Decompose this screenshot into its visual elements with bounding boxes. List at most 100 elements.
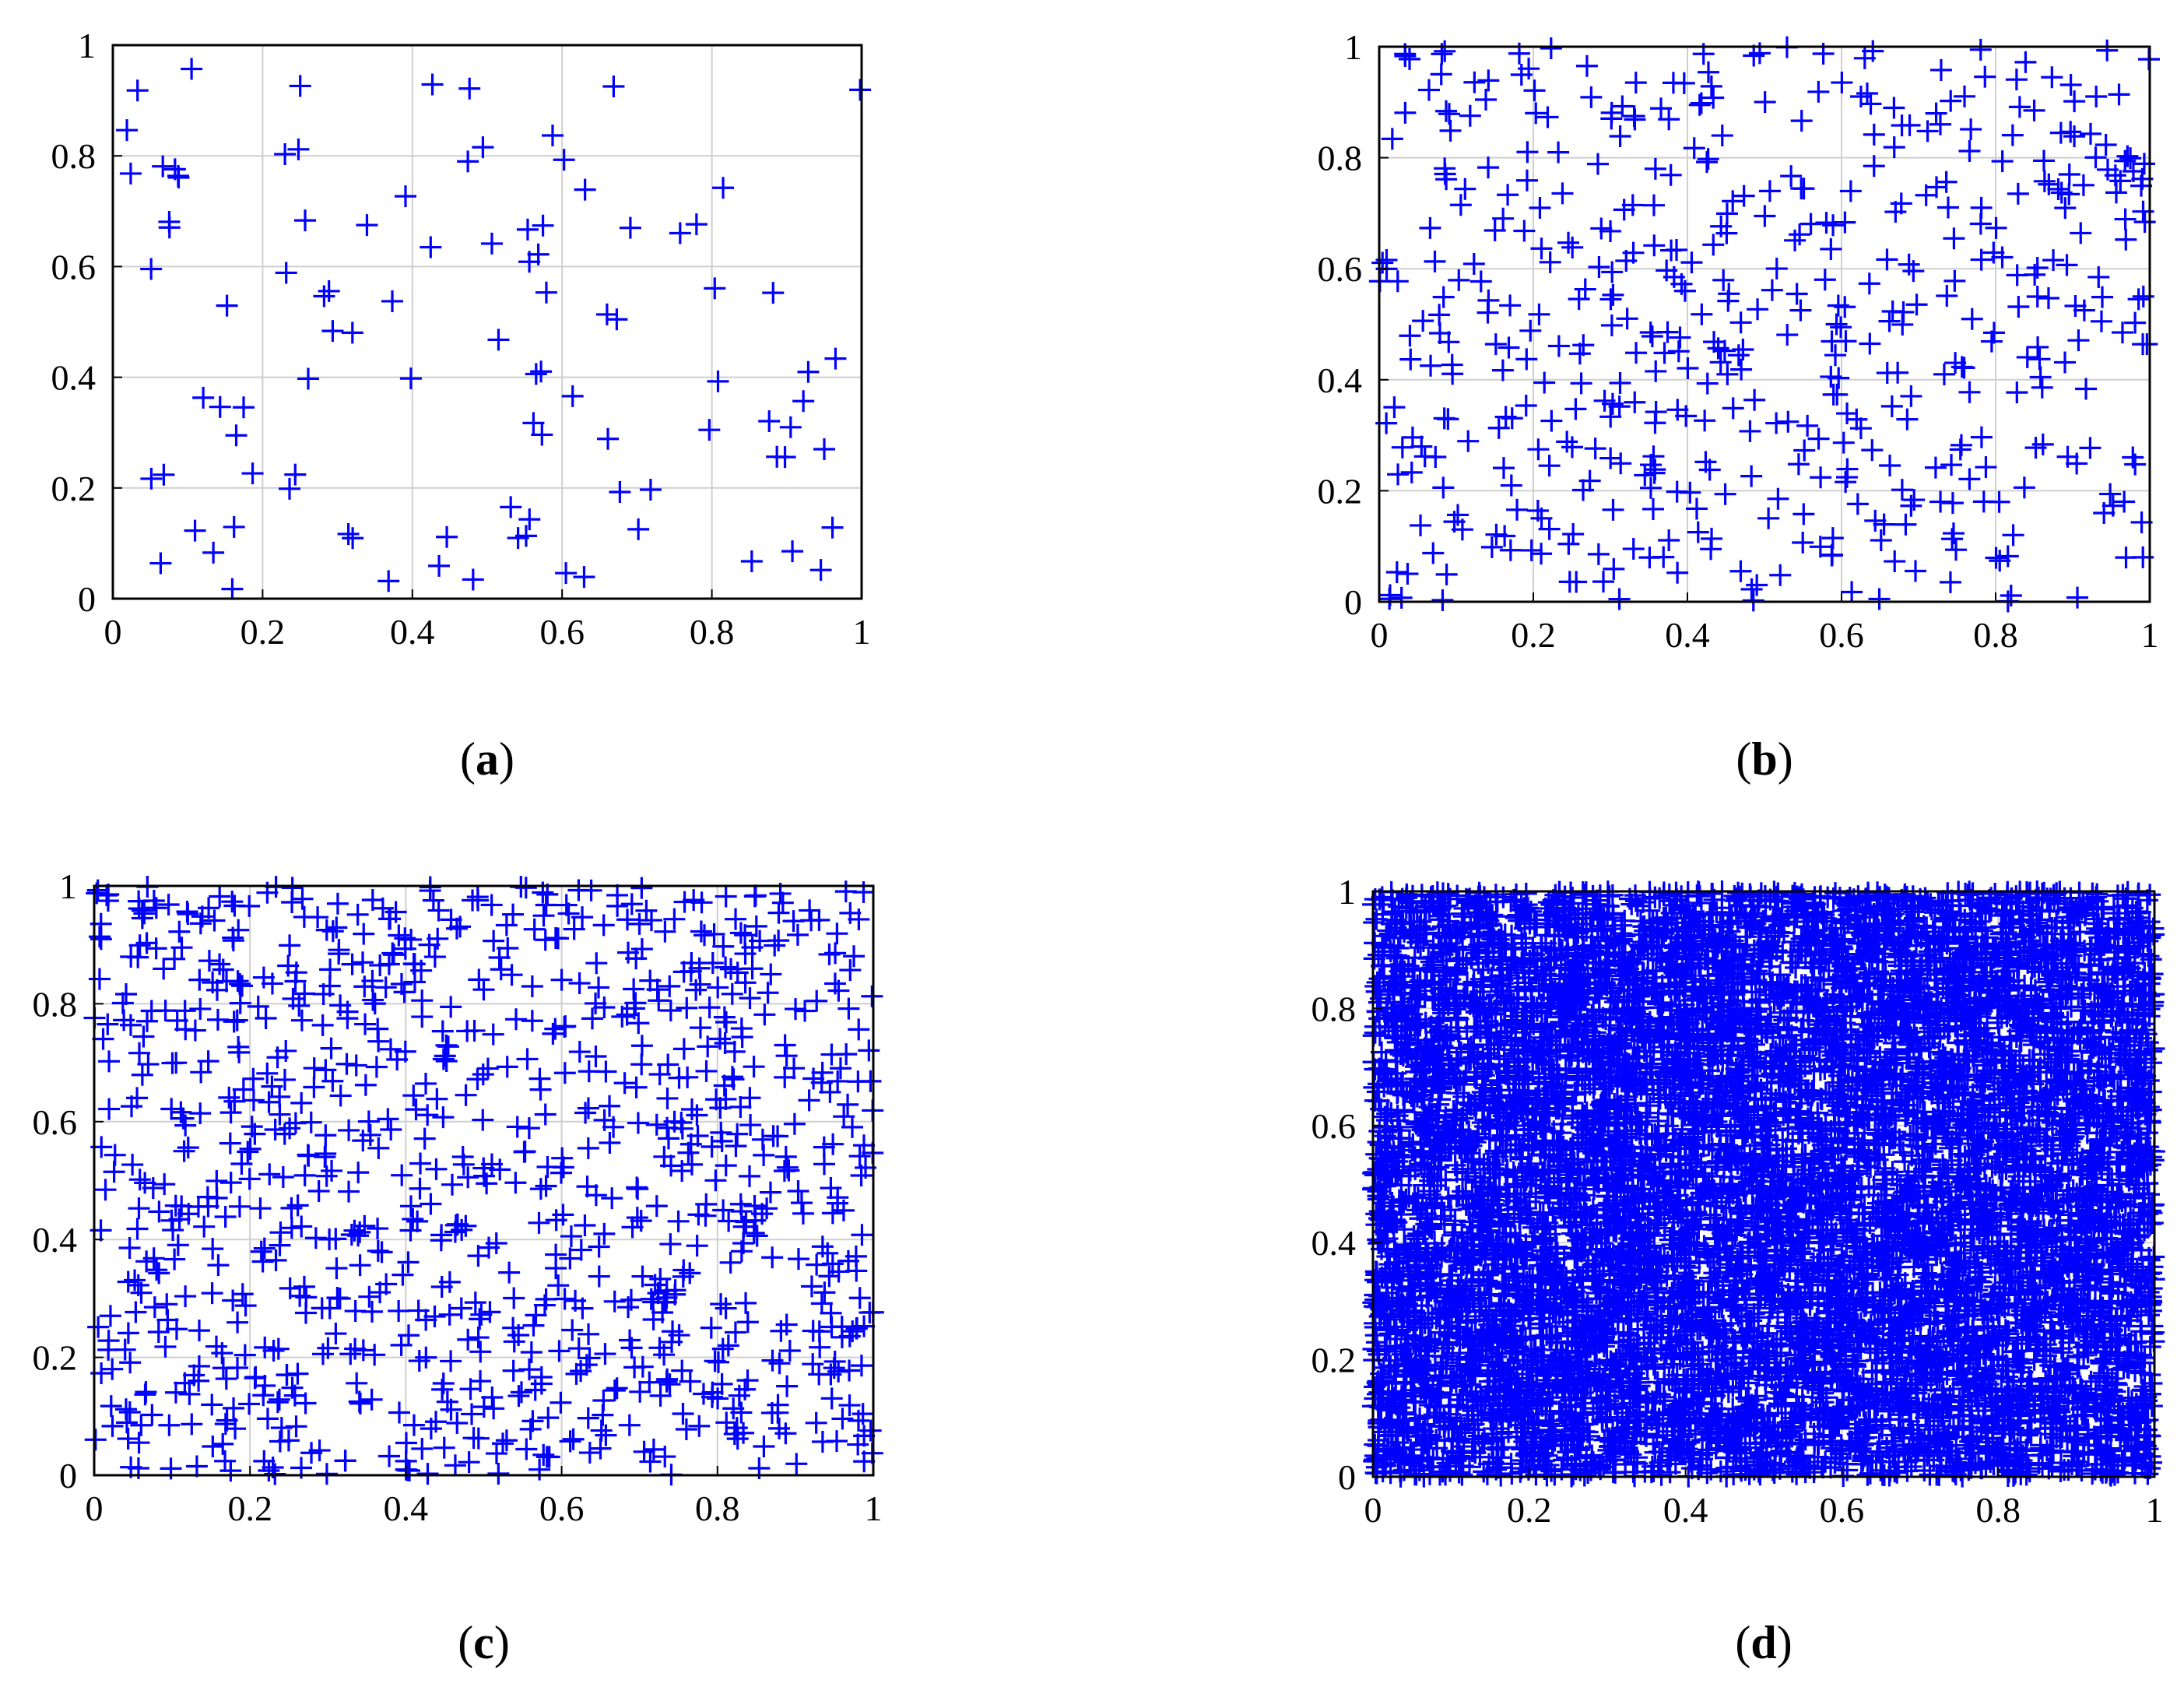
marker-point — [527, 243, 550, 265]
marker-point — [792, 390, 815, 413]
marker-point — [2070, 222, 2092, 244]
marker-point — [1861, 439, 1884, 462]
marker-point — [2059, 73, 2082, 96]
marker-point — [1621, 194, 1644, 216]
marker-point — [399, 1195, 422, 1218]
marker-point — [119, 162, 142, 185]
marker-point — [2058, 183, 2080, 206]
marker-point — [1858, 272, 1880, 295]
marker-point — [570, 1360, 592, 1383]
marker-point — [202, 541, 225, 564]
marker-point — [1477, 69, 1500, 92]
marker-point — [1754, 91, 1776, 114]
marker-point — [458, 77, 481, 100]
marker-point — [1613, 199, 1635, 221]
marker-point — [774, 446, 796, 469]
marker-point — [1516, 141, 1539, 163]
marker-point — [2029, 366, 2052, 388]
marker-point — [1694, 451, 1717, 473]
marker-point — [1484, 333, 1507, 356]
marker-point — [521, 1010, 543, 1032]
marker-point — [2056, 254, 2078, 276]
marker-point — [441, 1173, 463, 1196]
marker-point — [380, 1119, 402, 1141]
marker-point — [1903, 489, 1926, 511]
marker-point — [628, 912, 651, 935]
marker-point — [462, 568, 484, 591]
marker-point — [1958, 468, 1981, 490]
marker-point — [1839, 180, 1862, 202]
marker-point — [2002, 524, 2024, 546]
marker-point — [779, 416, 802, 438]
marker-point — [1700, 75, 1722, 97]
marker-point — [1650, 97, 1673, 120]
marker-point — [1828, 367, 1850, 389]
marker-point — [1835, 330, 1857, 353]
marker-point — [1435, 168, 1458, 191]
x-tick-label: 0.2 — [1511, 615, 1556, 655]
marker-point — [1985, 216, 2007, 239]
marker-point — [1792, 531, 1814, 554]
marker-point — [1896, 408, 1919, 431]
marker-point — [1972, 490, 1995, 513]
marker-point — [1658, 108, 1680, 131]
marker-point — [287, 138, 310, 160]
marker-point — [1506, 498, 1529, 521]
marker-point — [1480, 536, 1503, 558]
marker-point — [2031, 376, 2053, 399]
marker-point — [328, 939, 350, 961]
marker-point — [1431, 589, 1454, 611]
marker-point — [1880, 395, 1903, 417]
marker-point — [229, 992, 251, 1014]
marker-point — [1859, 93, 1882, 115]
marker-point — [1900, 385, 1922, 407]
marker-point — [1615, 250, 1638, 272]
marker-point — [2079, 437, 2101, 459]
marker-point — [2063, 90, 2086, 113]
marker-point — [606, 1377, 628, 1400]
marker-point — [1525, 102, 1547, 125]
marker-point — [676, 996, 698, 1019]
panel-caption: (b) — [1736, 733, 1792, 785]
markers — [1368, 36, 2160, 613]
marker-point — [152, 155, 174, 177]
marker-point — [215, 1368, 237, 1390]
marker-point — [1863, 123, 1885, 146]
marker-point — [1814, 269, 1836, 291]
marker-point — [1570, 372, 1592, 395]
marker-point — [365, 1056, 388, 1078]
marker-point — [1916, 120, 1939, 142]
marker-point — [470, 1303, 493, 1326]
marker-point — [1641, 325, 1663, 348]
marker-point — [2114, 208, 2137, 230]
x-tick-label: 0 — [1371, 615, 1389, 655]
marker-point — [1879, 455, 1901, 477]
marker-point — [1533, 371, 1556, 394]
marker-point — [222, 1289, 244, 1312]
marker-point — [1526, 499, 1549, 522]
marker-point — [1722, 397, 1744, 420]
marker-point — [399, 367, 422, 390]
marker-point — [1830, 316, 1852, 339]
marker-point — [1687, 521, 1709, 543]
marker-point — [704, 277, 726, 300]
x-tick-label: 0.4 — [384, 1488, 429, 1528]
markers — [1362, 880, 2165, 1488]
y-tick-label: 1 — [78, 26, 96, 65]
marker-point — [337, 522, 360, 545]
axes-frame — [1378, 45, 2151, 603]
marker-point — [264, 1118, 286, 1140]
marker-point — [1430, 63, 1452, 86]
marker-point — [1492, 457, 1515, 480]
marker-point — [1887, 361, 1909, 384]
marker-point — [1412, 310, 1434, 332]
marker-point — [2001, 124, 2024, 146]
marker-point — [1935, 170, 1958, 193]
marker-point — [1429, 322, 1452, 344]
marker-point — [2024, 437, 2047, 459]
marker-point — [223, 1397, 245, 1419]
marker-point — [2072, 174, 2094, 196]
marker-point — [216, 294, 238, 317]
marker-point — [735, 1292, 757, 1314]
marker-point — [1387, 463, 1410, 486]
